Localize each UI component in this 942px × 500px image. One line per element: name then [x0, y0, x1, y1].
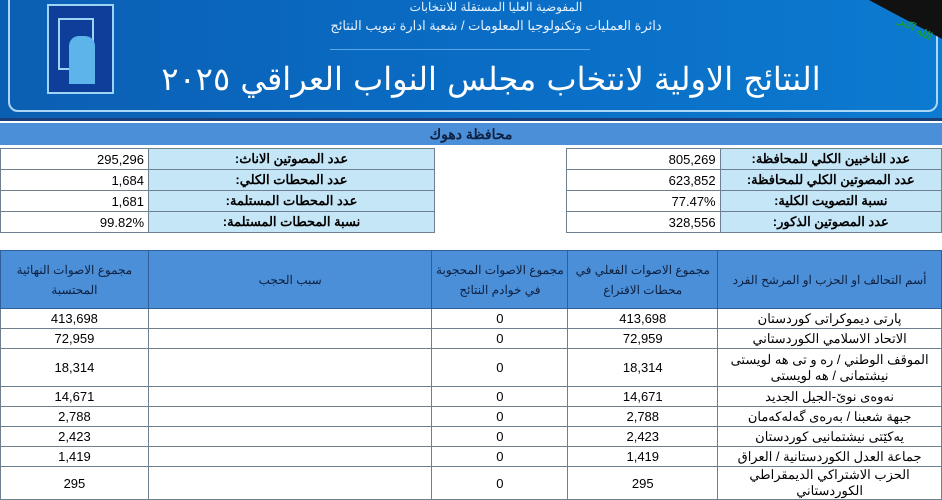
info-table-right: 805,269 عدد الناخبين الكلي للمحافظة: 623,8…: [566, 148, 942, 233]
info-value: 623,852: [566, 169, 721, 191]
info-row: 805,269 عدد الناخبين الكلي للمحافظة:: [566, 148, 942, 170]
cell-reason: [147, 328, 433, 349]
iraq-flag-icon: الله اكبر: [752, 0, 942, 112]
info-row: 295,296 عدد المصوتين الاناث:: [0, 148, 435, 170]
info-value: 295,296: [0, 148, 149, 170]
cell-actual: 1,419: [567, 446, 719, 467]
cell-final: 295: [0, 466, 149, 500]
cell-final: 1,419: [0, 446, 149, 467]
department-name: دائرة العمليات وتكنولوجيا المعلومات / شع…: [330, 18, 662, 33]
info-value: 1,681: [0, 190, 149, 212]
cell-final: 72,959: [0, 328, 149, 349]
info-row: 1,681 عدد المحطات المستلمة:: [0, 190, 435, 212]
column-header: أسم التحالف او الحزب او المرشح الفرد: [717, 250, 942, 309]
table-row: 1,419 0 1,419 جماعة العدل الكوردستانية / ال…: [0, 446, 942, 467]
cell-reason: [147, 426, 433, 447]
cell-actual: 413,698: [567, 308, 719, 329]
cell-final: 2,423: [0, 426, 149, 447]
cell-reason: [147, 308, 433, 329]
info-label: عدد الناخبين الكلي للمحافظة:: [719, 148, 942, 170]
cell-withheld: 0: [431, 426, 569, 447]
table-row: 18,314 0 18,314 الموقف الوطني / ره و تى هه …: [0, 348, 942, 387]
cell-withheld: 0: [431, 406, 569, 427]
cell-final: 413,698: [0, 308, 149, 329]
cell-actual: 18,314: [567, 348, 719, 387]
commission-name: المفوضية العليا المستقلة للانتخابات: [409, 0, 583, 14]
cell-withheld: 0: [431, 386, 569, 407]
info-label: عدد المحطات المستلمة:: [148, 190, 435, 212]
info-value: 77.47%: [566, 190, 721, 212]
province-title: محافظة دهوك: [0, 123, 942, 145]
cell-withheld: 0: [431, 466, 569, 500]
cell-withheld: 0: [431, 348, 569, 387]
table-row: 295 0 295 الحزب الاشتراكي الديمقراطي الكورد…: [0, 466, 942, 500]
ihec-logo: [47, 4, 114, 94]
cell-final: 18,314: [0, 348, 149, 387]
info-label: عدد المحطات الكلي:: [148, 169, 435, 191]
info-label: عدد المصوتين الذكور:: [719, 211, 942, 233]
info-label: عدد المصوتين الاناث:: [148, 148, 435, 170]
info-row: 1,684 عدد المحطات الكلي:: [0, 169, 435, 191]
cell-reason: [147, 348, 433, 387]
info-row: 99.82% نسبة المحطات المستلمة:: [0, 211, 435, 233]
cell-name: جبهة شعبنا / بەرەی گەلەکەمان: [717, 406, 942, 427]
cell-reason: [147, 466, 433, 500]
cell-name: یەکێتی نیشتمانیی کوردستان: [717, 426, 942, 447]
info-value: 99.82%: [0, 211, 149, 233]
table-row: 14,671 0 14,671 نەوەی نوێ-الجيل الجديد: [0, 386, 942, 407]
column-header: مجموع الاصوات المحجوبة في خوادم النتائج: [431, 250, 569, 309]
cell-actual: 14,671: [567, 386, 719, 407]
cell-reason: [147, 406, 433, 427]
cell-reason: [147, 386, 433, 407]
cell-reason: [147, 446, 433, 467]
cell-final: 2,788: [0, 406, 149, 427]
table-row: 413,698 0 413,698 پارتی دیموکراتی کوردستان: [0, 308, 942, 329]
info-label: نسبة التصويت الكلية:: [719, 190, 942, 212]
column-header: سبب الحجب: [147, 250, 433, 309]
info-label: عدد المصوتين الكلي للمحافظة:: [719, 169, 942, 191]
results-table: مجموع الاصوات النهائية المحتسبة سبب الحجب…: [0, 250, 942, 500]
table-row: 72,959 0 72,959 الاتحاد الاسلامي الكوردستان…: [0, 328, 942, 349]
info-table-left: 295,296 عدد المصوتين الاناث: 1,684 عدد المح…: [0, 148, 435, 233]
column-header: مجموع الاصوات الفعلي في محطات الاقتراع: [567, 250, 719, 309]
divider: [330, 49, 590, 50]
cell-actual: 295: [567, 466, 719, 500]
cell-name: جماعة العدل الكوردستانية / العراق: [717, 446, 942, 467]
cell-withheld: 0: [431, 308, 569, 329]
info-row: 623,852 عدد المصوتين الكلي للمحافظة:: [566, 169, 942, 191]
cell-actual: 72,959: [567, 328, 719, 349]
column-header: مجموع الاصوات النهائية المحتسبة: [0, 250, 149, 309]
cell-name: پارتی دیموکراتی کوردستان: [717, 308, 942, 329]
cell-name: الاتحاد الاسلامي الكوردستاني: [717, 328, 942, 349]
info-label: نسبة المحطات المستلمة:: [148, 211, 435, 233]
table-row: 2,788 0 2,788 جبهة شعبنا / بەرەی گەلەکەمان: [0, 406, 942, 427]
info-row: 328,556 عدد المصوتين الذكور:: [566, 211, 942, 233]
info-row: 77.47% نسبة التصويت الكلية:: [566, 190, 942, 212]
info-value: 1,684: [0, 169, 149, 191]
cell-name: نەوەی نوێ-الجيل الجديد: [717, 386, 942, 407]
banner-frame: [8, 0, 938, 112]
info-value: 805,269: [566, 148, 721, 170]
cell-actual: 2,788: [567, 406, 719, 427]
info-value: 328,556: [566, 211, 721, 233]
cell-withheld: 0: [431, 328, 569, 349]
cell-actual: 2,423: [567, 426, 719, 447]
cell-name: الموقف الوطني / ره و تى هه لويستى نيشتما…: [717, 348, 942, 387]
page-title: النتائج الاولية لانتخاب مجلس النواب العر…: [161, 60, 821, 98]
header-banner: المفوضية العليا المستقلة للانتخابات دائر…: [0, 0, 942, 121]
cell-final: 14,671: [0, 386, 149, 407]
cell-name: الحزب الاشتراكي الديمقراطي الكوردستاني: [717, 466, 942, 500]
cell-withheld: 0: [431, 446, 569, 467]
table-row: 2,423 0 2,423 یەکێتی نیشتمانیی کوردستان: [0, 426, 942, 447]
